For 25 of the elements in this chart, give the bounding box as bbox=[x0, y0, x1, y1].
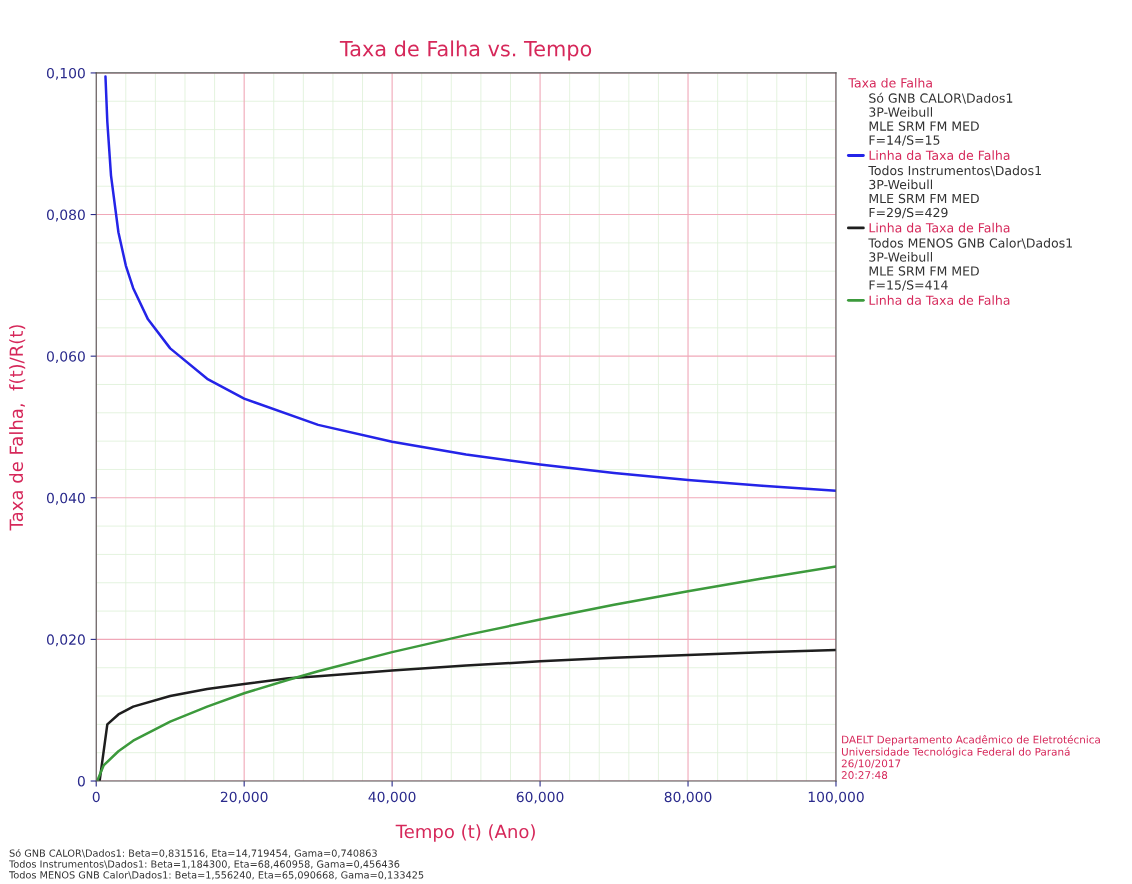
x-tick-label: 80,000 bbox=[664, 791, 712, 804]
y-tick-label: 0,100 bbox=[46, 67, 85, 80]
x-tick-label: 40,000 bbox=[368, 791, 416, 804]
x-tick-label: 60,000 bbox=[516, 791, 564, 804]
y-tick-label: 0,020 bbox=[46, 634, 85, 647]
y-tick-label: 0,080 bbox=[46, 209, 85, 222]
x-tick-label: 20,000 bbox=[220, 791, 268, 804]
legend-label: Linha da Taxa de Falha bbox=[869, 222, 1010, 233]
text: Só GNB CALOR\Dados1: Beta=0,831516, Eta=14,719454, Gama=0,740863 Todos Instrumentos\Dados1: Beta=1,184300, Eta=68,460958, Gama=0,456436 Todos MENOS GNB Calor\Dados1: Beta=1,556240, Eta=65,090668, Gama=0,133425 bbox=[9, 848, 424, 880]
y-tick-label: 0 bbox=[77, 775, 85, 787]
text: Só GNB CALOR\Dados1 3P-Weibull MLE SRM FM MED F=14/S=15 bbox=[869, 92, 1013, 146]
text: DAELT Departamento Acadêmico de Eletrotécnica Universidade Tecnológica Federal do Paraná 26/10/2017 20:27:48 bbox=[841, 735, 1100, 779]
line-series bbox=[104, 75, 836, 492]
y-tick-label: 0,060 bbox=[46, 351, 85, 364]
legend-label: Linha da Taxa de Falha bbox=[869, 295, 1010, 305]
x-axis-title: Tempo (t) (Ano) bbox=[395, 824, 535, 842]
text: Todos Instrumentos\Dados1 3P-Weibull MLE SRM FM MED F=29/S=429 bbox=[868, 165, 1041, 219]
y-axis-title: Taxa de Falha, f(t)/R(t) bbox=[9, 325, 26, 531]
y-tick-label: 0,040 bbox=[46, 492, 85, 505]
chart-title: Taxa de Falha vs. Tempo bbox=[339, 40, 592, 61]
x-tick-label: 0 bbox=[92, 791, 100, 803]
x-tick-label: 100,000 bbox=[808, 791, 864, 804]
text: Todos MENOS GNB Calor\Dados1 3P-Weibull MLE SRM FM MED F=15/S=414 bbox=[868, 238, 1073, 291]
legend-label: Linha da Taxa de Falha bbox=[869, 150, 1010, 161]
legend-title: Taxa de Falha bbox=[848, 77, 932, 88]
